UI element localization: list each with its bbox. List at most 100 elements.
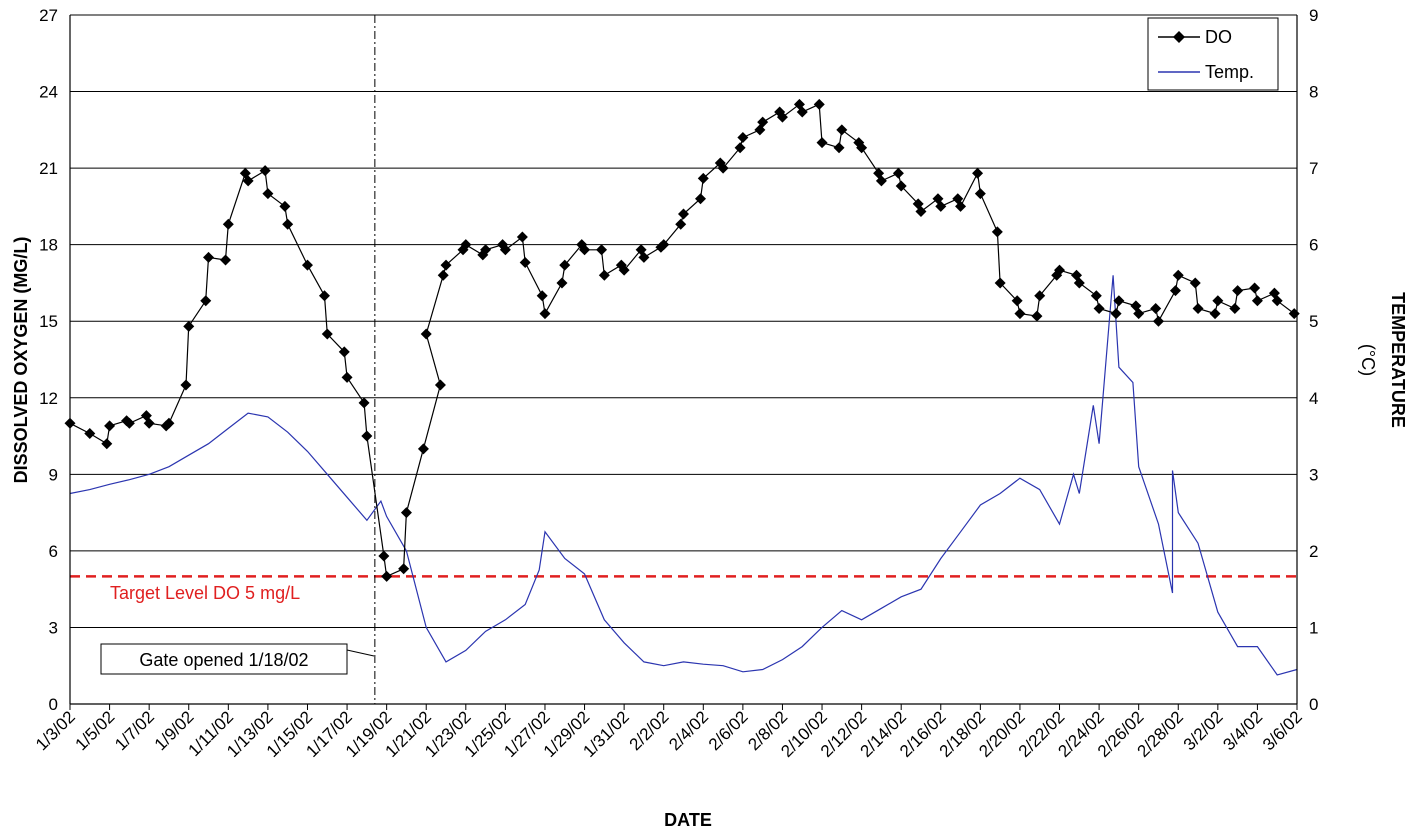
- do-point: [203, 251, 215, 263]
- do-series-line: [69, 103, 1295, 578]
- do-point: [734, 142, 746, 154]
- do-point: [381, 570, 393, 582]
- do-point: [519, 257, 531, 269]
- do-point: [338, 346, 350, 358]
- do-point: [816, 137, 828, 149]
- do-point: [697, 172, 709, 184]
- x-tick-label: 2/4/02: [665, 707, 712, 754]
- do-point: [1152, 315, 1164, 327]
- do-point: [361, 430, 373, 442]
- y-tick-label: 3: [49, 618, 58, 637]
- do-point: [398, 563, 410, 575]
- legend-do-marker: [1173, 31, 1185, 43]
- do-point: [222, 218, 234, 230]
- do-point: [813, 98, 825, 110]
- do-point: [1031, 310, 1043, 322]
- do-point: [895, 180, 907, 192]
- do-point: [776, 111, 788, 123]
- do-point: [618, 264, 630, 276]
- do-point: [836, 124, 848, 136]
- do-point: [516, 231, 528, 243]
- do-point: [1212, 295, 1224, 307]
- do-point: [955, 200, 967, 212]
- do-point: [757, 116, 769, 128]
- do-point: [499, 244, 511, 256]
- do-point: [434, 379, 446, 391]
- do-point: [301, 259, 313, 271]
- y2-tick-label: 5: [1309, 312, 1318, 331]
- series-layer: [64, 98, 1300, 676]
- do-point: [200, 295, 212, 307]
- do-point: [101, 438, 113, 450]
- y2-tick-label: 1: [1309, 618, 1318, 637]
- do-point: [460, 239, 472, 251]
- do-point: [480, 244, 492, 256]
- grid-lines: [70, 14, 1297, 628]
- do-point: [559, 259, 571, 271]
- temp-series-line: [69, 275, 1298, 676]
- do-point: [358, 397, 370, 409]
- do-point: [163, 417, 175, 429]
- do-point: [282, 218, 294, 230]
- x-tick-label: 3/2/02: [1180, 707, 1227, 754]
- do-point: [598, 269, 610, 281]
- do-point: [1271, 295, 1283, 307]
- y-tick-label: 6: [49, 542, 58, 561]
- do-point: [556, 277, 568, 289]
- do-point: [1093, 302, 1105, 314]
- y-tick-label: 27: [39, 6, 58, 25]
- do-point: [1189, 277, 1201, 289]
- do-point: [220, 254, 232, 266]
- do-point: [1014, 308, 1026, 320]
- do-point: [678, 208, 689, 220]
- y-tick-label: 9: [49, 465, 58, 484]
- do-point: [935, 200, 947, 212]
- do-point: [974, 188, 986, 200]
- y-tick-label: 0: [49, 695, 58, 714]
- do-point: [143, 417, 155, 429]
- gate-annotation: Gate opened 1/18/02: [100, 643, 375, 675]
- do-point: [279, 200, 291, 212]
- do-point: [1054, 264, 1066, 276]
- do-point: [796, 106, 808, 118]
- y2-tick-label: 9: [1309, 6, 1318, 25]
- do-point: [991, 226, 1003, 238]
- do-point: [400, 507, 412, 519]
- do-point: [180, 379, 192, 391]
- y2-tick-label: 3: [1309, 465, 1318, 484]
- do-point: [536, 290, 548, 302]
- y2-tick-label: 4: [1309, 389, 1318, 408]
- do-point: [994, 277, 1006, 289]
- target-level-label: Target Level DO 5 mg/L: [110, 583, 300, 603]
- do-point: [1232, 285, 1244, 297]
- do-point: [856, 142, 868, 154]
- x-tick-label: 3/4/02: [1219, 707, 1266, 754]
- do-point: [318, 290, 330, 302]
- do-point: [84, 428, 96, 440]
- do-point: [1073, 277, 1085, 289]
- do-point: [1110, 308, 1122, 320]
- do-point: [579, 244, 591, 256]
- do-point: [658, 239, 670, 251]
- do-point: [440, 259, 452, 271]
- x-tick-label: 2/2/02: [626, 707, 673, 754]
- do-point: [341, 371, 353, 383]
- legend-box: [1147, 17, 1279, 91]
- do-point: [1249, 282, 1261, 294]
- do-point: [1209, 308, 1221, 320]
- legend-temp-label: Temp.: [1205, 62, 1254, 82]
- y-tick-label: 15: [39, 312, 58, 331]
- y2-axis-title-line1: TEMPERATURE: [1388, 292, 1408, 428]
- x-axis-title: DATE: [664, 810, 712, 830]
- gate-annotation-leader: [346, 649, 375, 657]
- do-point: [1113, 295, 1125, 307]
- y-tick-label: 21: [39, 159, 58, 178]
- y-tick-label: 24: [39, 83, 58, 102]
- x-tick-label: 1/5/02: [72, 707, 119, 754]
- x-tick-label: 3/6/02: [1259, 707, 1306, 754]
- y-axis-title: DISSOLVED OXYGEN (MG/L): [11, 237, 31, 484]
- do-point: [1288, 308, 1300, 320]
- y2-tick-label: 0: [1309, 695, 1318, 714]
- do-point: [259, 165, 271, 177]
